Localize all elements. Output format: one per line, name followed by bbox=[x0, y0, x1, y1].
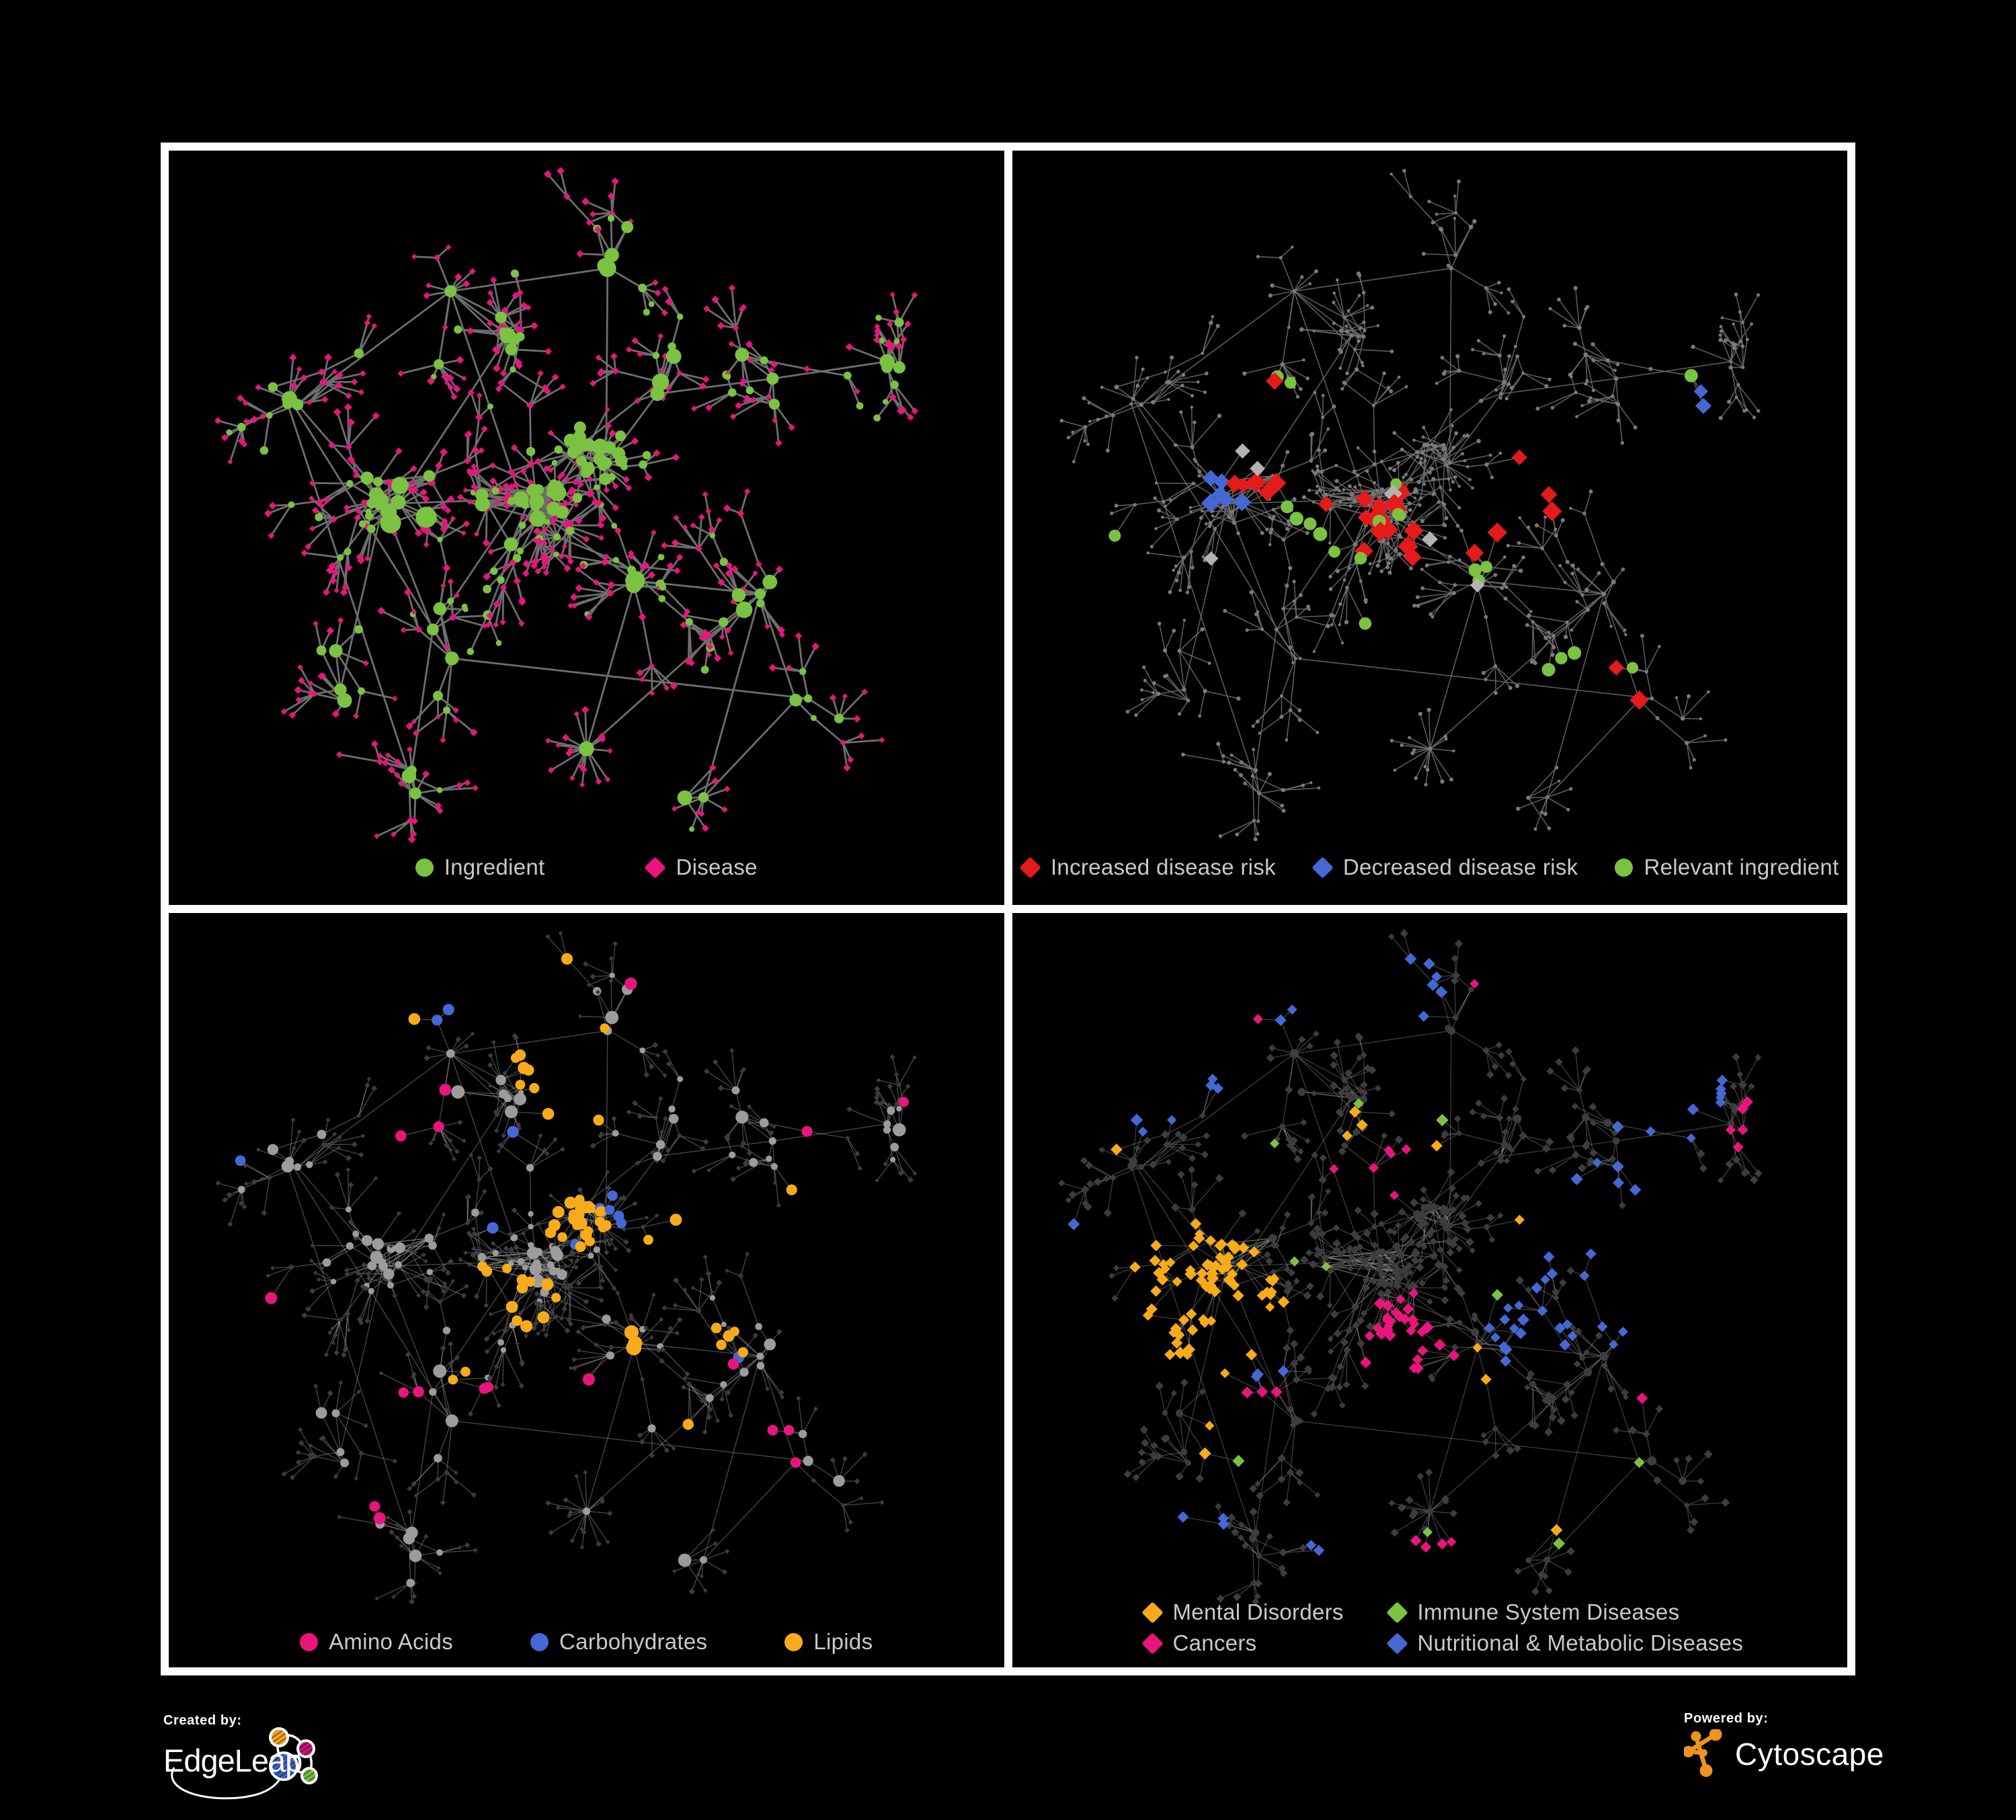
edgeleap-node-green bbox=[300, 1767, 318, 1784]
panel-ingredient-disease-network: Ingredient Disease bbox=[169, 151, 1004, 905]
legend-item-lipids: Lipids bbox=[784, 1628, 873, 1655]
network-canvas-disease-classes bbox=[1057, 928, 1763, 1606]
legend-label: Mental Disorders bbox=[1172, 1599, 1344, 1624]
legend-diamond-marker-icon bbox=[1141, 1632, 1164, 1655]
legend-diamond-marker-icon bbox=[1019, 856, 1041, 879]
legend-item-ingredient: Ingredient bbox=[415, 854, 545, 881]
legend-item-immune-system-diseases: Immune System Diseases bbox=[1385, 1599, 1680, 1626]
legend-diamond-marker-icon bbox=[1141, 1601, 1164, 1624]
legend-item-disease: Disease bbox=[644, 854, 758, 881]
legend-ingredient-classes: Amino Acids Carbohydrates Lipids bbox=[169, 1628, 1004, 1655]
edgeleap-node-pink bbox=[296, 1739, 315, 1758]
edgeleap-node-orange bbox=[269, 1727, 289, 1747]
legend-label: Cancers bbox=[1172, 1630, 1257, 1655]
edgeleap-node-blue bbox=[269, 1751, 298, 1781]
legend-diamond-marker-icon bbox=[1385, 1632, 1408, 1655]
powered-by-credit: Powered by: Cytoscape bbox=[1684, 1711, 1993, 1779]
legend-disease-risk: Increased disease risk Decreased disease … bbox=[1012, 854, 1848, 881]
legend-item-decreased-disease-risk: Decreased disease risk bbox=[1312, 854, 1578, 881]
network-canvas-disease-risk bbox=[1059, 169, 1760, 842]
legend-item-cancers: Cancers bbox=[1141, 1630, 1257, 1657]
legend-circle-marker-icon bbox=[415, 858, 434, 877]
legend-circle-marker-icon bbox=[1615, 858, 1634, 877]
legend-label: Amino Acids bbox=[329, 1629, 453, 1654]
network-canvas-ingredient-classes bbox=[215, 931, 918, 1605]
legend-item-relevant-ingredient: Relevant ingredient bbox=[1615, 854, 1839, 881]
created-by-credit: Created by: bbox=[163, 1713, 432, 1807]
legend-circle-marker-icon bbox=[530, 1632, 549, 1651]
legend-circle-marker-icon bbox=[784, 1632, 803, 1651]
legend-item-nutritional-metabolic-diseases: Nutritional & Metabolic Diseases bbox=[1385, 1630, 1744, 1657]
edgeleap-logo: EdgeLeap bbox=[163, 1727, 419, 1807]
legend-label: Nutritional & Metabolic Diseases bbox=[1417, 1630, 1744, 1655]
network-canvas-ingredient-disease bbox=[214, 167, 919, 844]
legend-item-increased-disease-risk: Increased disease risk bbox=[1019, 854, 1276, 881]
edgeleap-network-icon bbox=[171, 1727, 318, 1800]
powered-by-label: Powered by: bbox=[1684, 1711, 1769, 1726]
legend-label: Immune System Diseases bbox=[1417, 1599, 1680, 1624]
created-by-label: Created by: bbox=[163, 1713, 242, 1728]
legend-diamond-marker-icon bbox=[1312, 856, 1334, 879]
legend-label: Disease bbox=[676, 855, 758, 879]
legend-label: Carbohydrates bbox=[559, 1629, 708, 1654]
legend-ingredient-disease: Ingredient Disease bbox=[169, 854, 1004, 881]
cytoscape-logo-icon bbox=[1684, 1729, 1722, 1777]
legend-label: Ingredient bbox=[444, 855, 545, 879]
legend-label: Decreased disease risk bbox=[1342, 855, 1578, 879]
panel-disease-risk-network: Increased disease risk Decreased disease … bbox=[1012, 151, 1848, 905]
legend-label: Increased disease risk bbox=[1050, 855, 1276, 879]
legend-diamond-marker-icon bbox=[644, 856, 667, 879]
legend-disease-classes: Mental Disorders Immune System Diseases Ca… bbox=[1141, 1599, 1744, 1657]
edgeleap-brand-text: EdgeLeap bbox=[163, 1743, 303, 1778]
legend-diamond-marker-icon bbox=[1385, 1601, 1408, 1624]
legend-label: Relevant ingredient bbox=[1644, 855, 1839, 879]
legend-item-carbohydrates: Carbohydrates bbox=[530, 1628, 707, 1655]
panel-disease-classes-network: Mental Disorders Immune System Diseases Ca… bbox=[1012, 913, 1847, 1667]
legend-label: Lipids bbox=[813, 1629, 873, 1654]
legend-circle-marker-icon bbox=[300, 1632, 319, 1651]
legend-item-amino-acids: Amino Acids bbox=[300, 1628, 453, 1655]
legend-item-mental-disorders: Mental Disorders bbox=[1141, 1599, 1344, 1626]
panel-ingredient-classes-network: Amino Acids Carbohydrates Lipids bbox=[169, 913, 1004, 1667]
cytoscape-brand-text: Cytoscape bbox=[1735, 1737, 1884, 1772]
panel-grid: Ingredient Disease Increased disease risk… bbox=[161, 143, 1855, 1675]
